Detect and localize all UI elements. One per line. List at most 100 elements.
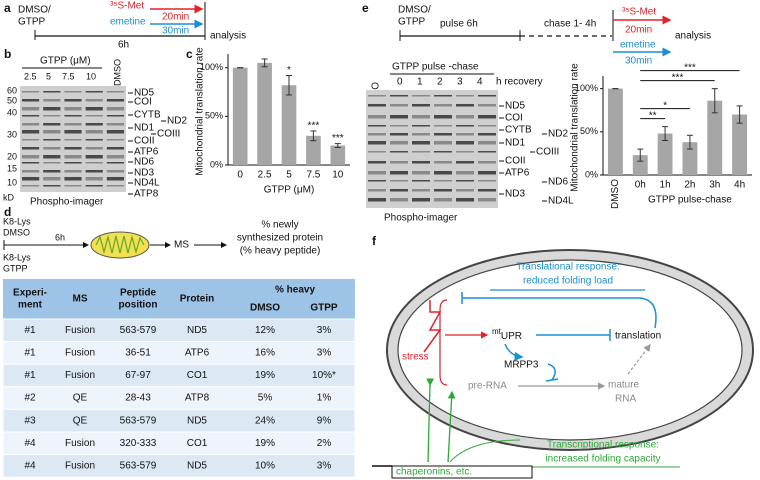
upr-text: UPR xyxy=(501,331,522,342)
table-cell: ATP8 xyxy=(185,393,210,404)
gel-band xyxy=(85,91,103,93)
chase-time: 30min xyxy=(162,26,189,37)
band-label: ATP6 xyxy=(134,147,159,158)
table-cell: Fusion xyxy=(65,348,95,359)
response-text: increased folding capacity xyxy=(545,454,660,465)
table-cell: 19% xyxy=(255,438,275,449)
marker: 30 xyxy=(7,129,17,139)
gel-band xyxy=(43,155,61,159)
bar xyxy=(257,62,272,166)
table-cell: CO1 xyxy=(187,438,208,449)
column-header: Protein xyxy=(180,294,214,305)
table-header xyxy=(3,279,355,319)
gel-band xyxy=(22,170,40,173)
y-tick-label: 50% xyxy=(205,111,223,121)
gel-band xyxy=(368,151,386,153)
gel-band xyxy=(412,141,430,145)
gel-band xyxy=(478,125,496,127)
duration: 6h xyxy=(118,40,129,51)
pulse-label: ³⁵S-Met xyxy=(110,1,144,12)
gel-band xyxy=(412,95,430,97)
gel-band xyxy=(106,155,124,159)
lane-label: 3 xyxy=(457,77,463,88)
gel-band xyxy=(43,139,61,141)
panel-label: e xyxy=(362,1,369,15)
y-tick-label: 50% xyxy=(580,126,598,136)
table-cell: 12% xyxy=(255,325,275,336)
gel-band xyxy=(368,133,386,136)
gel-band xyxy=(390,115,408,119)
bar xyxy=(607,88,623,175)
x-axis-label: GTPP pulse-chase xyxy=(648,195,732,206)
gel-band xyxy=(412,151,430,153)
table-cell: ATP6 xyxy=(185,348,210,359)
bracket xyxy=(439,299,448,386)
bar xyxy=(632,155,648,175)
table-cell: QE xyxy=(73,393,88,404)
marker: 20 xyxy=(7,151,17,161)
table-cell: 1% xyxy=(317,393,332,404)
marker: 10 xyxy=(7,177,17,187)
table-cell: 563-579 xyxy=(120,461,157,472)
gel-band xyxy=(85,185,103,187)
gel-band xyxy=(106,99,124,102)
gel-band xyxy=(456,115,474,119)
treatment: DMSO/ xyxy=(398,5,431,16)
table-cell: 67-97 xyxy=(125,370,151,381)
band-label: COII xyxy=(134,136,155,147)
response-title: Transcriptional response: xyxy=(547,440,659,451)
pulse-time: 20min xyxy=(625,25,652,36)
caption: Phospho-imager xyxy=(30,197,104,208)
table-cell: 2% xyxy=(317,438,332,449)
x-tick-label: 2.5 xyxy=(258,170,272,181)
bar xyxy=(707,100,723,175)
gel-band xyxy=(43,99,61,102)
band-label: CYTB xyxy=(134,110,161,121)
band-label: ND6 xyxy=(548,177,568,188)
table-cell: 563-579 xyxy=(120,415,157,426)
table-cell: 9% xyxy=(317,415,332,426)
treatment: DMSO/ xyxy=(18,5,51,16)
band-label: COI xyxy=(505,113,523,124)
panel-label: f xyxy=(372,234,377,248)
y-tick-label: 100% xyxy=(200,62,223,72)
gel-band xyxy=(456,198,474,202)
gel-band xyxy=(106,91,124,93)
chase: chase 1- 4h xyxy=(544,19,596,30)
gel-band xyxy=(106,185,124,187)
lane-label: 7.5 xyxy=(62,71,75,81)
gel-band xyxy=(390,180,408,182)
gel-band xyxy=(456,133,474,136)
band-label: COIII xyxy=(536,147,559,158)
lane-label: 5 xyxy=(46,71,51,81)
treatment: GTPP xyxy=(18,17,46,28)
gel-band xyxy=(64,99,82,102)
gel-band xyxy=(434,104,452,107)
table-row xyxy=(2,431,356,456)
gel-band xyxy=(478,115,496,119)
gel-band xyxy=(368,189,386,192)
gel-band xyxy=(22,123,40,126)
gel-band xyxy=(412,104,430,107)
marker: 60 xyxy=(7,85,17,95)
y-tick-label: 0% xyxy=(585,169,598,179)
gel-band xyxy=(22,115,40,117)
table-cell: 16% xyxy=(255,348,275,359)
gel-band xyxy=(478,141,496,145)
band-label: ND5 xyxy=(505,101,525,112)
cristae xyxy=(95,234,145,255)
x-tick-label: 4h xyxy=(734,180,745,191)
column-header: DMSO xyxy=(250,303,280,314)
gel-band xyxy=(64,107,82,111)
bar xyxy=(732,114,748,175)
gel-band xyxy=(434,125,452,127)
table-cell: 3% xyxy=(317,461,332,472)
x-tick-label: 0 xyxy=(237,170,243,181)
gel-band xyxy=(22,139,40,141)
column-header: position xyxy=(119,300,158,311)
table-row xyxy=(2,341,356,365)
band-label: ND3 xyxy=(134,168,154,179)
inhibition xyxy=(547,363,556,381)
